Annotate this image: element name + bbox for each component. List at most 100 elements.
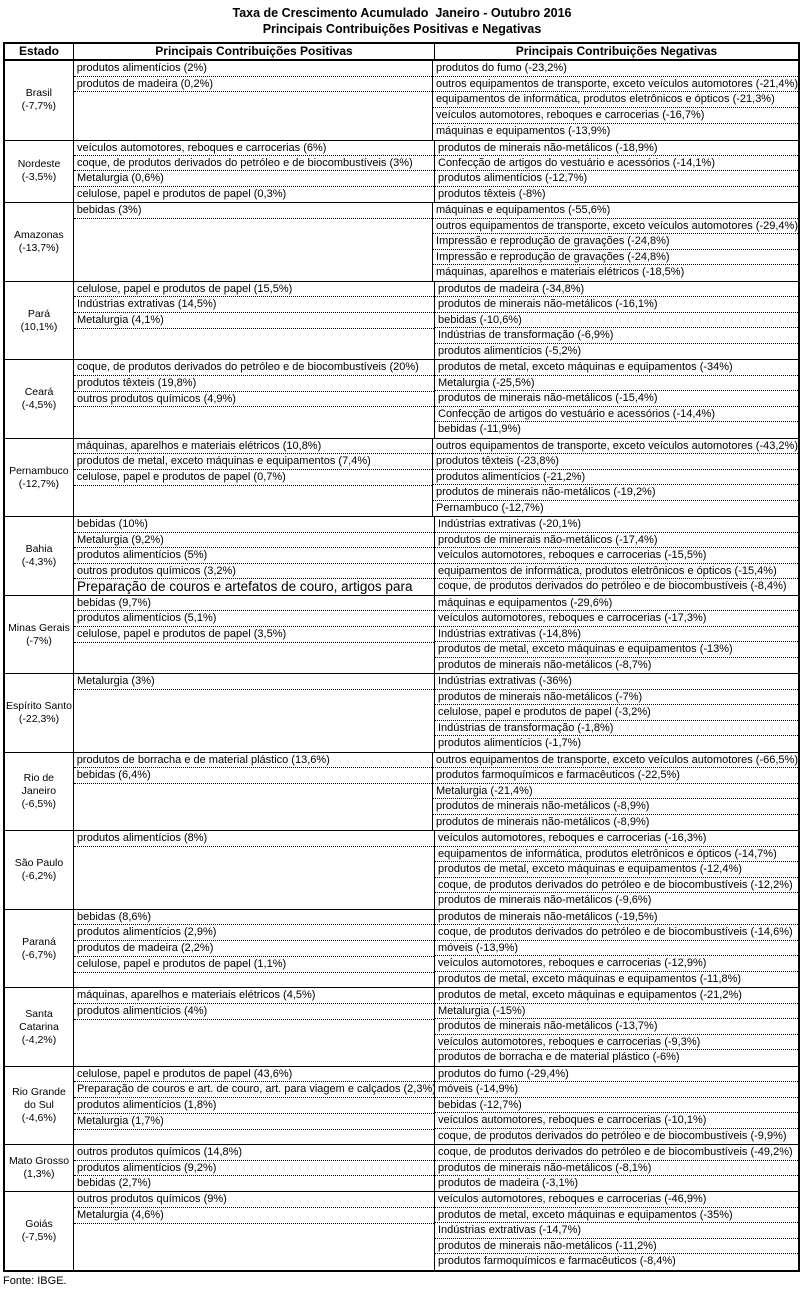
contribution-item: produtos alimentícios (8%) [74, 831, 434, 847]
contribution-item: celulose, papel e produtos de papel (1,1… [74, 957, 434, 973]
contribution-item: coque, de produtos derivados do petróleo… [435, 878, 798, 894]
contribution-item: outros equipamentos de transporte, excet… [433, 439, 798, 455]
contribution-item: Impressão e reprodução de gravações (-24… [433, 234, 798, 250]
contribution-item: outros equipamentos de transporte, excet… [433, 219, 798, 235]
state-rate: (-4,6%) [21, 1112, 57, 1125]
contribution-item: Preparação de couros e artefatos de cour… [77, 579, 413, 595]
contribution-item: celulose, papel e produtos de papel (0,7… [73, 470, 433, 486]
positives-cell: celulose, papel e produtos de papel (43,… [74, 1066, 435, 1145]
contribution-item: produtos de minerais não-metálicos (-9,6… [438, 894, 652, 907]
state-cell: Nordeste (-3,5%) [5, 140, 74, 203]
state-name: Pará [27, 307, 51, 320]
contribution-item: produtos farmoquímicos e farmacêuticos (… [438, 1255, 676, 1268]
contribution-item: veículos automotores, reboques e carroce… [435, 831, 798, 847]
state-cell: Paraná (-6,7%) [5, 909, 74, 988]
contribution-item: veículos automotores, reboques e carroce… [435, 548, 798, 564]
contribution-item: celulose, papel e produtos de papel (-3,… [435, 705, 798, 721]
positives-cell: bebidas (9,7%) produtos alimentícios (5,1… [74, 595, 435, 674]
contribution-item: produtos alimentícios (-1,7%) [438, 737, 582, 750]
state-row: Espírito Santo (-22,3%) Metalurgia (3%) Ind… [5, 673, 798, 752]
column-header-positivas: Principais Contribuições Positivas [74, 44, 435, 59]
state-rate: (-4,3%) [21, 556, 57, 569]
state-cell: Pará (10,1%) [5, 281, 74, 360]
contribution-item: produtos de metal, exceto máquinas e equ… [435, 360, 798, 376]
state-row: Nordeste (-3,5%) veículos automotores, reb… [5, 139, 798, 203]
contribution-item: equipamentos de informática, produtos el… [435, 564, 798, 580]
empty-cell-area [74, 92, 432, 139]
state-rate: (-6,7%) [21, 948, 57, 961]
state-row: Ceará (-4,5%) coque, de produtos derivados… [5, 359, 798, 438]
state-row: Pará (10,1%) celulose, papel e produtos de… [5, 280, 798, 360]
state-name: Nordeste [17, 158, 61, 171]
state-rate: (-4,5%) [21, 399, 57, 412]
negatives-cell: outros equipamentos de transporte, excet… [433, 753, 798, 831]
state-rate: (-12,7%) [18, 477, 59, 490]
state-cell: Rio de Janeiro (-6,5%) [5, 752, 74, 831]
contribution-item: equipamentos de informática, produtos el… [433, 92, 798, 109]
contributions-table: Estado Principais Contribuições Positiva… [3, 42, 800, 1272]
empty-cell-area [74, 219, 432, 281]
contribution-item: produtos de minerais não-metálicos (-11,… [435, 1239, 798, 1255]
empty-cell-area [74, 784, 432, 830]
contribution-item: móveis (-14,9%) [435, 1082, 798, 1098]
state-name: Minas Gerais [8, 621, 70, 634]
state-name: Rio Grande do Sul [12, 1086, 66, 1112]
contribution-item: produtos têxteis (-23,8%) [433, 454, 798, 470]
state-row: Mato Grosso (1,3%) outros produtos químico… [5, 1144, 798, 1192]
state-rate: (-13,7%) [18, 242, 59, 255]
contribution-item: produtos de minerais não-metálicos (-8,9… [433, 799, 798, 815]
negatives-cell: produtos do fumo (-23,2%) outros equipame… [433, 61, 798, 140]
state-cell: Minas Gerais (-7%) [5, 595, 74, 674]
contribution-item: Preparação de couros e art. de couro, ar… [74, 1082, 434, 1099]
state-name: Mato Grosso [8, 1155, 70, 1168]
contribution-item: Metalurgia (9,2%) [74, 533, 434, 549]
contribution-item: produtos de minerais não-metálicos (-18,… [435, 141, 798, 156]
contribution-item: produtos de madeira (2,2%) [74, 941, 434, 957]
contribution-item: Confecção de artigos do vestuário e aces… [435, 156, 798, 172]
contribution-item: máquinas, aparelhos e materiais elétrico… [436, 266, 685, 279]
state-rate: (-4,2%) [21, 1033, 57, 1046]
contribution-item: bebidas (-10,6%) [435, 313, 798, 329]
contribution-item: Indústrias extrativas (14,5%) [74, 297, 434, 314]
positives-cell: celulose, papel e produtos de papel (15,… [74, 281, 435, 360]
contribution-item: Impressão e reprodução de gravações (-24… [433, 250, 798, 266]
contribution-item: produtos de madeira (-3,1%) [438, 1177, 579, 1190]
contribution-item: Indústrias de transformação (-6,9%) [435, 328, 798, 344]
contribution-item: Indústrias extrativas (-14,7%) [435, 1223, 798, 1239]
contribution-item: bebidas (8,6%) [74, 910, 434, 926]
positives-cell: máquinas, aparelhos e materiais elétrico… [73, 438, 434, 517]
state-cell: Rio Grande do Sul (-4,6%) [5, 1066, 74, 1145]
contribution-item: bebidas (-12,7%) [435, 1098, 798, 1114]
negatives-cell: produtos de metal, exceto máquinas e equ… [435, 988, 798, 1066]
state-name: Bahia [25, 543, 53, 556]
empty-cell-area [74, 643, 434, 673]
contribution-item: Indústrias extrativas (-20,1%) [435, 517, 798, 533]
positives-cell: bebidas (3%) [73, 203, 434, 281]
contribution-item: coque, de produtos derivados do petróleo… [435, 925, 798, 941]
contribution-item: Indústrias extrativas (-14,8%) [435, 627, 798, 643]
contribution-item: produtos de minerais não-metálicos (-17,… [435, 533, 798, 549]
positives-cell: bebidas (10%) Metalurgia (9,2%) produtos a… [74, 517, 435, 595]
contribution-item: veículos automotores, reboques e carroce… [435, 1035, 798, 1051]
page-subtitle: Principais Contribuições Positivas e Neg… [262, 22, 542, 36]
positives-cell: veículos automotores, reboques e carroce… [74, 140, 435, 203]
positives-cell: produtos de borracha e de material plást… [73, 752, 434, 831]
contribution-item: produtos de minerais não-metálicos (-13,… [435, 1019, 798, 1035]
contribution-item: produtos alimentícios (5%) [74, 548, 434, 564]
contribution-item: outros produtos químicos (3,2%) [74, 564, 434, 580]
empty-cell-area [74, 407, 434, 437]
state-name: Amazonas [14, 229, 64, 242]
contribution-item: produtos de borracha e de material plást… [438, 1051, 680, 1064]
state-name: São Paulo [14, 857, 64, 870]
contribution-item: coque, de produtos derivados do petróleo… [435, 1145, 798, 1161]
contribution-item: produtos de borracha e de material plást… [73, 753, 433, 769]
contribution-item: celulose, papel e produtos de papel (15,… [74, 282, 434, 298]
state-cell: Pernambuco (-12,7%) [5, 438, 74, 517]
negatives-cell: veículos automotores, reboques e carroce… [435, 1192, 798, 1270]
state-name: Santa Catarina [19, 1007, 59, 1033]
contribution-item: bebidas (10%) [74, 517, 434, 533]
negatives-cell: Indústrias extrativas (-36%) produtos de … [435, 674, 798, 752]
state-name: Pernambuco [9, 464, 69, 477]
contribution-item: Metalurgia (3%) [74, 674, 434, 690]
